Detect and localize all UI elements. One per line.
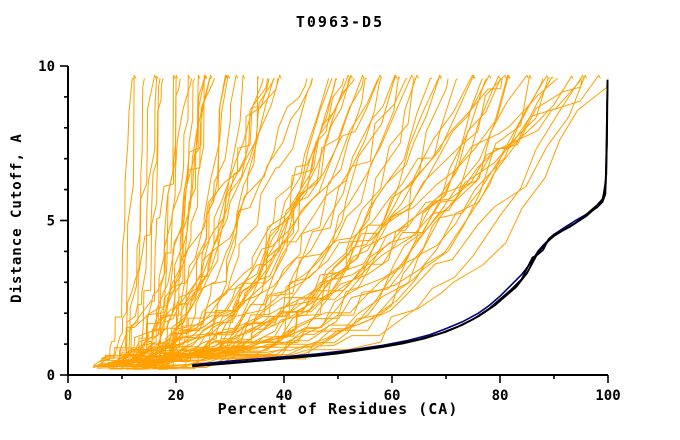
background-model-curve [152,74,532,368]
background-model-curve [110,78,544,367]
background-model-curve [139,74,239,362]
background-model-curve [101,78,313,366]
background-model-curve [144,74,601,369]
background-model-curve [106,75,511,368]
x-tick-label: 40 [276,388,293,404]
background-model-curve [116,74,213,362]
background-model-curve [93,78,279,366]
background-model-curve [151,78,609,368]
background-model-curve [97,74,282,368]
background-model-curve [159,75,501,370]
y-axis-label: Distance Cutoff, A [9,133,25,303]
background-model-curve [95,74,588,368]
background-model-curve [126,77,550,368]
background-model-curve [100,74,137,362]
background-model-curve [116,78,264,366]
background-model-curve [100,77,134,362]
background-model-curve [144,74,353,366]
background-model-curve [125,78,164,364]
background-model-curve [143,78,583,367]
model-black-1 [192,79,609,368]
x-tick-label: 20 [168,388,185,404]
background-model-curve [122,78,503,362]
x-tick-label: 60 [384,388,401,404]
background-model-curve [93,78,337,367]
x-tick-label: 100 [595,388,620,404]
x-tick-label: 0 [64,388,72,404]
background-model-curve [117,75,574,363]
background-model-curve [92,78,558,368]
background-model-curve [114,78,380,364]
background-model-curve [132,74,507,361]
background-model-curve [123,78,181,362]
y-tick-label: 0 [47,368,55,384]
background-model-curve [140,78,308,370]
y-tick-label: 5 [47,214,55,230]
x-axis-label: Percent of Residues (CA) [217,400,459,418]
background-model-curve [96,78,270,368]
chart-title: T0963-D5 [295,13,385,31]
background-model-curve [141,74,475,365]
background-model-curve [121,75,585,367]
background-model-curve [92,74,383,369]
background-model-curve [121,78,275,365]
x-tick-label: 80 [492,388,509,404]
y-tick-label: 10 [38,59,55,75]
